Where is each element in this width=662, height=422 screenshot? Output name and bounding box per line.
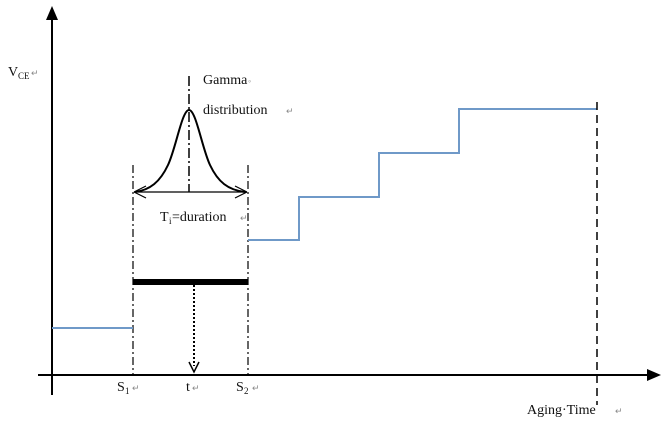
x-axis-arrowhead [647,369,661,381]
distribution-label-line2-mark: ↵ [286,106,294,116]
t-label: t [186,380,190,395]
x-axis-label-mark: ↵ [615,406,623,416]
distribution-label-line1-mark: ◦ [248,76,251,86]
s1-label-sub: 1 [125,386,130,396]
duration-arrow-right-head [234,185,248,199]
y-axis-label: V [8,65,18,80]
s2-label-mark: ↵ [252,383,260,393]
duration-label-sub: i [169,216,172,226]
t-label-mark: ↵ [192,383,200,393]
y-axis-arrowhead [46,6,58,20]
gamma-distribution-curve [134,108,246,193]
s1-label-mark: ↵ [132,383,140,393]
s1-label: S [117,380,125,395]
y-axis-label-sub: CE [18,71,30,81]
x-axis-label: Aging·Time [527,403,596,418]
step-segment-2 [248,108,597,241]
s2-label-sub: 2 [244,386,249,396]
duration-label-mark: ↵ [240,213,248,223]
duration-label: T [160,210,169,225]
y-axis-label-mark: ↵ [31,68,39,78]
s2-label: S [236,380,244,395]
duration-arrow-left-head [133,185,147,199]
t-arrowhead [188,361,200,374]
duration-label-text: =duration [172,210,227,225]
distribution-label-line2: distribution [203,103,268,118]
distribution-label-line1: Gamma [203,73,248,88]
